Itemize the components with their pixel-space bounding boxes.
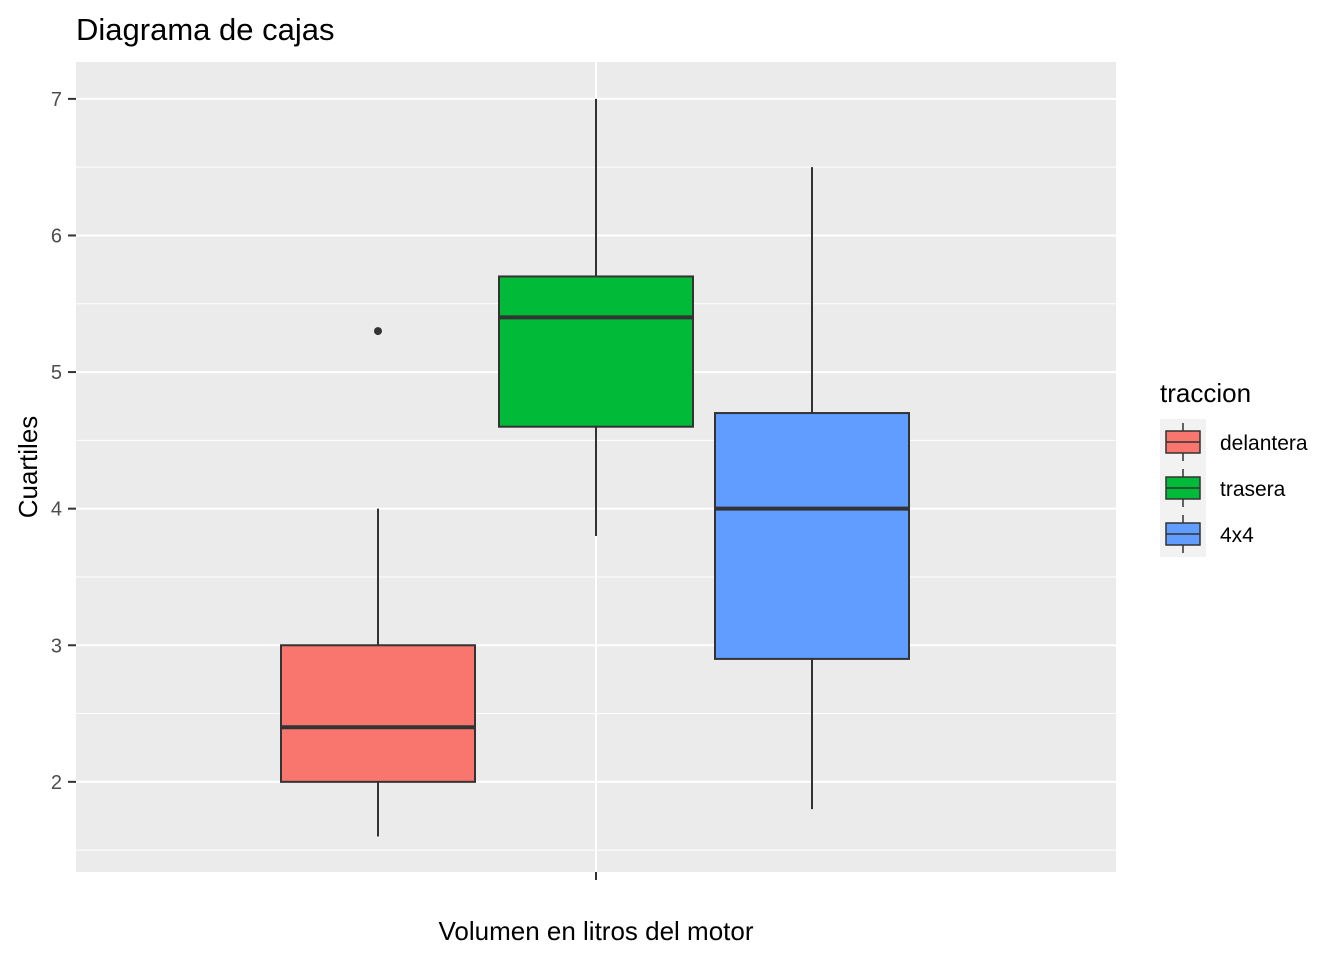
box-iqr — [498, 275, 694, 428]
y-axis-title: Cuartiles — [13, 416, 43, 519]
chart-title: Diagrama de cajas — [76, 12, 334, 47]
legend: traccion delantera trasera 4x4 — [1160, 378, 1308, 557]
legend-label: 4x4 — [1220, 524, 1254, 547]
outlier-point — [374, 327, 382, 336]
box-trasera — [498, 98, 694, 536]
legend-key-delantera — [1160, 419, 1206, 465]
y-axis: 2 3 4 5 6 7 — [51, 89, 76, 794]
legend-label: delantera — [1220, 432, 1308, 455]
box-delantera — [280, 327, 476, 837]
y-tick-label: 5 — [51, 362, 62, 384]
legend-key-4x4 — [1160, 511, 1206, 557]
legend-title: traccion — [1160, 378, 1251, 408]
box-iqr — [280, 644, 476, 783]
box-group — [280, 98, 910, 837]
x-axis-title: Volumen en litros del motor — [438, 916, 753, 946]
y-tick-label: 2 — [51, 772, 62, 794]
y-tick-label: 3 — [51, 635, 62, 657]
box-4x4 — [714, 167, 910, 810]
y-tick-label: 6 — [51, 225, 62, 247]
y-tick-label: 7 — [51, 89, 62, 111]
legend-key-trasera — [1160, 465, 1206, 511]
legend-label: trasera — [1220, 478, 1286, 501]
box-iqr — [714, 412, 910, 660]
y-tick-label: 4 — [51, 499, 62, 521]
